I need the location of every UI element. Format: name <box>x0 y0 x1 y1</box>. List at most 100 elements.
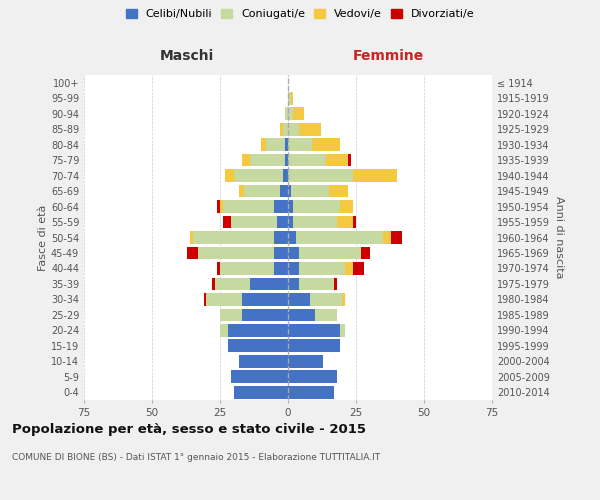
Bar <box>220 324 228 336</box>
Bar <box>353 169 397 182</box>
Bar <box>231 370 288 383</box>
Bar <box>345 262 353 275</box>
Bar <box>285 154 288 166</box>
Bar <box>239 184 244 198</box>
Bar <box>280 123 283 136</box>
Bar <box>348 154 350 166</box>
Bar <box>280 184 288 198</box>
Bar <box>334 278 337 290</box>
Bar <box>288 308 315 321</box>
Text: COMUNE DI BIONE (BS) - Dati ISTAT 1° gennaio 2015 - Elaborazione TUTTITALIA.IT: COMUNE DI BIONE (BS) - Dati ISTAT 1° gen… <box>12 452 380 462</box>
Bar <box>288 108 293 120</box>
Bar <box>288 154 326 166</box>
Bar <box>283 123 288 136</box>
Bar <box>313 138 340 151</box>
Bar <box>226 169 233 182</box>
Bar <box>274 262 288 275</box>
Y-axis label: Fasce di età: Fasce di età <box>38 204 48 270</box>
Bar <box>223 216 231 228</box>
Bar <box>274 231 288 244</box>
Bar <box>187 246 198 260</box>
Bar <box>340 200 353 213</box>
Bar <box>198 246 274 260</box>
Bar <box>288 200 293 213</box>
Bar <box>296 231 383 244</box>
Bar <box>326 154 348 166</box>
Bar <box>288 216 293 228</box>
Bar <box>250 278 288 290</box>
Bar <box>288 340 340 352</box>
Bar <box>291 92 293 104</box>
Bar <box>231 216 277 228</box>
Bar <box>299 123 320 136</box>
Bar <box>285 138 288 151</box>
Bar <box>217 200 220 213</box>
Bar <box>340 324 345 336</box>
Bar <box>242 308 288 321</box>
Bar <box>288 184 291 198</box>
Bar <box>220 308 242 321</box>
Bar <box>383 231 391 244</box>
Bar <box>353 262 364 275</box>
Bar <box>212 278 215 290</box>
Bar <box>250 154 285 166</box>
Y-axis label: Anni di nascita: Anni di nascita <box>554 196 563 279</box>
Bar <box>242 154 250 166</box>
Bar <box>203 293 206 306</box>
Bar <box>337 216 353 228</box>
Bar <box>220 200 223 213</box>
Bar <box>288 293 310 306</box>
Bar <box>291 184 329 198</box>
Bar <box>223 200 274 213</box>
Bar <box>266 138 285 151</box>
Bar <box>288 386 334 398</box>
Text: Femmine: Femmine <box>353 48 424 62</box>
Bar <box>274 200 288 213</box>
Bar <box>193 231 274 244</box>
Bar <box>288 138 313 151</box>
Bar <box>244 184 280 198</box>
Bar <box>315 308 337 321</box>
Bar <box>215 278 250 290</box>
Bar <box>329 184 348 198</box>
Bar <box>288 92 291 104</box>
Text: Maschi: Maschi <box>160 48 214 62</box>
Bar <box>288 231 296 244</box>
Bar <box>288 123 299 136</box>
Text: Popolazione per età, sesso e stato civile - 2015: Popolazione per età, sesso e stato civil… <box>12 422 366 436</box>
Bar <box>299 278 334 290</box>
Bar <box>293 200 340 213</box>
Bar <box>277 216 288 228</box>
Bar <box>261 138 266 151</box>
Bar <box>391 231 402 244</box>
Bar <box>288 262 299 275</box>
Bar <box>293 216 337 228</box>
Bar <box>283 169 288 182</box>
Bar <box>233 386 288 398</box>
Bar <box>288 324 340 336</box>
Bar <box>274 246 288 260</box>
Bar <box>288 370 337 383</box>
Bar <box>242 293 288 306</box>
Bar <box>285 108 288 120</box>
Bar <box>228 340 288 352</box>
Bar <box>353 216 356 228</box>
Bar <box>310 293 343 306</box>
Bar <box>239 355 288 368</box>
Bar <box>190 231 193 244</box>
Bar <box>299 262 345 275</box>
Legend: Celibi/Nubili, Coniugati/e, Vedovi/e, Divorziati/e: Celibi/Nubili, Coniugati/e, Vedovi/e, Di… <box>122 6 478 22</box>
Bar <box>228 324 288 336</box>
Bar <box>293 108 304 120</box>
Bar <box>217 262 220 275</box>
Bar <box>288 169 353 182</box>
Bar <box>288 355 323 368</box>
Bar <box>220 262 274 275</box>
Bar <box>361 246 370 260</box>
Bar <box>299 246 361 260</box>
Bar <box>288 278 299 290</box>
Bar <box>288 246 299 260</box>
Bar <box>343 293 345 306</box>
Bar <box>206 293 242 306</box>
Bar <box>233 169 283 182</box>
